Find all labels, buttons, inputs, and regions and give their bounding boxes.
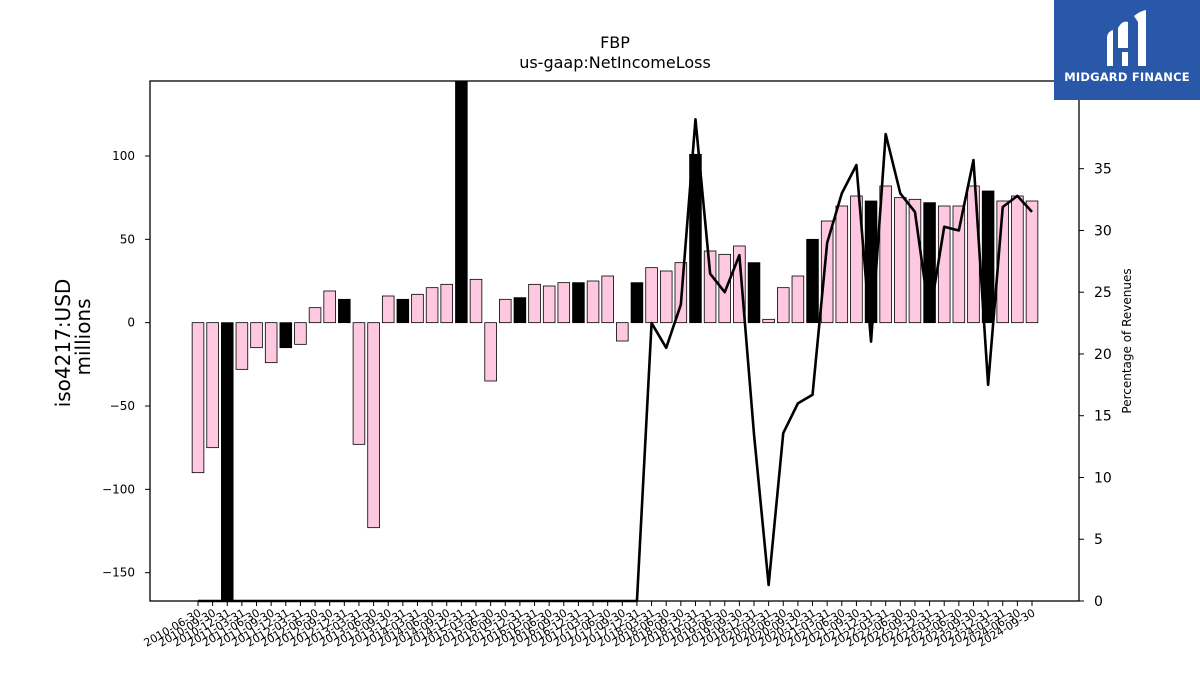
bar: [338, 298, 351, 324]
y2-tick-label: 20: [1094, 347, 1112, 363]
bar: [937, 205, 951, 324]
bar: [440, 283, 453, 324]
bar: [996, 200, 1009, 324]
bar: [894, 197, 907, 324]
bar: [469, 278, 483, 324]
y-tick-label: 100: [112, 149, 135, 163]
bar: [572, 282, 585, 324]
bar: [601, 275, 614, 324]
bar: [235, 322, 249, 370]
y2-axis-ticks: 0 5 10 15 20 25 30 35: [1079, 162, 1112, 610]
bar: [850, 195, 863, 324]
bar: [923, 202, 936, 324]
bar: [542, 285, 556, 324]
chart-title: FBP: [600, 33, 630, 52]
bar: [791, 275, 805, 324]
y-axis-ticks: −150 −100 −50 0 50 100: [102, 149, 150, 580]
bar: [616, 322, 629, 342]
y2-tick-label: 25: [1094, 285, 1112, 301]
bar: [806, 238, 819, 324]
bar: [381, 295, 395, 324]
line-group: [198, 117, 1033, 603]
y2-tick-label: 35: [1094, 162, 1112, 178]
y-tick-label: −50: [110, 399, 135, 413]
bar: [820, 220, 834, 324]
bar: [499, 298, 512, 324]
y2-tick-label: 30: [1094, 223, 1112, 239]
bar: [659, 270, 673, 324]
y-tick-label: −100: [102, 482, 135, 496]
bar: [557, 282, 571, 324]
plot-frame: [149, 80, 1080, 602]
y-axis-label-line2: millions: [71, 298, 95, 375]
y-tick-label: 50: [120, 232, 135, 246]
y-axis-label-line1: iso4217:USD: [51, 279, 75, 408]
y-tick-label: −150: [102, 566, 135, 580]
bar: [645, 267, 658, 324]
bar: [528, 283, 541, 324]
y2-axis-label: Percentage of Revenues: [1120, 268, 1134, 413]
bar: [777, 287, 790, 324]
bar: [221, 322, 234, 602]
bar: [352, 322, 366, 445]
bar: [762, 318, 775, 324]
midgard-bars-icon: [1107, 10, 1146, 66]
bar: [294, 322, 307, 345]
bar: [513, 297, 527, 324]
bar: [981, 190, 995, 324]
y2-tick-label: 15: [1094, 409, 1112, 425]
x-axis-ticks: 2010-06-302010-09-302010-12-312011-03-31…: [142, 601, 1038, 650]
bar: [323, 290, 336, 324]
bar: [879, 185, 892, 324]
bar: [1011, 195, 1024, 324]
bars-group: [191, 80, 1039, 602]
bar: [411, 293, 424, 324]
midgard-finance-logo: MIDGARD FINANCE: [1054, 0, 1200, 100]
bar: [689, 153, 702, 324]
bar: [747, 262, 761, 324]
bar: [279, 322, 293, 349]
bar: [455, 80, 468, 324]
bar: [484, 322, 497, 382]
bar: [396, 298, 410, 324]
y2-tick-label: 10: [1094, 470, 1112, 486]
bar: [264, 322, 278, 364]
bar: [1025, 200, 1039, 324]
bar: [703, 250, 717, 324]
bar: [630, 282, 644, 324]
bar: [718, 253, 731, 324]
bar: [206, 322, 219, 449]
bar: [425, 287, 439, 324]
bar: [191, 322, 205, 474]
y2-tick-label: 0: [1094, 594, 1103, 610]
chart-subtitle: us-gaap:NetIncomeLoss: [519, 53, 711, 72]
bar: [952, 205, 966, 324]
bar: [308, 307, 322, 324]
y-tick-label: 0: [127, 316, 135, 330]
bar: [250, 322, 263, 349]
logo-text: MIDGARD FINANCE: [1064, 70, 1190, 84]
bar: [586, 280, 600, 324]
bar: [733, 245, 746, 324]
percentage-line: [198, 117, 1033, 603]
bar: [835, 205, 849, 324]
bar: [367, 322, 380, 529]
y2-tick-label: 5: [1094, 532, 1103, 548]
